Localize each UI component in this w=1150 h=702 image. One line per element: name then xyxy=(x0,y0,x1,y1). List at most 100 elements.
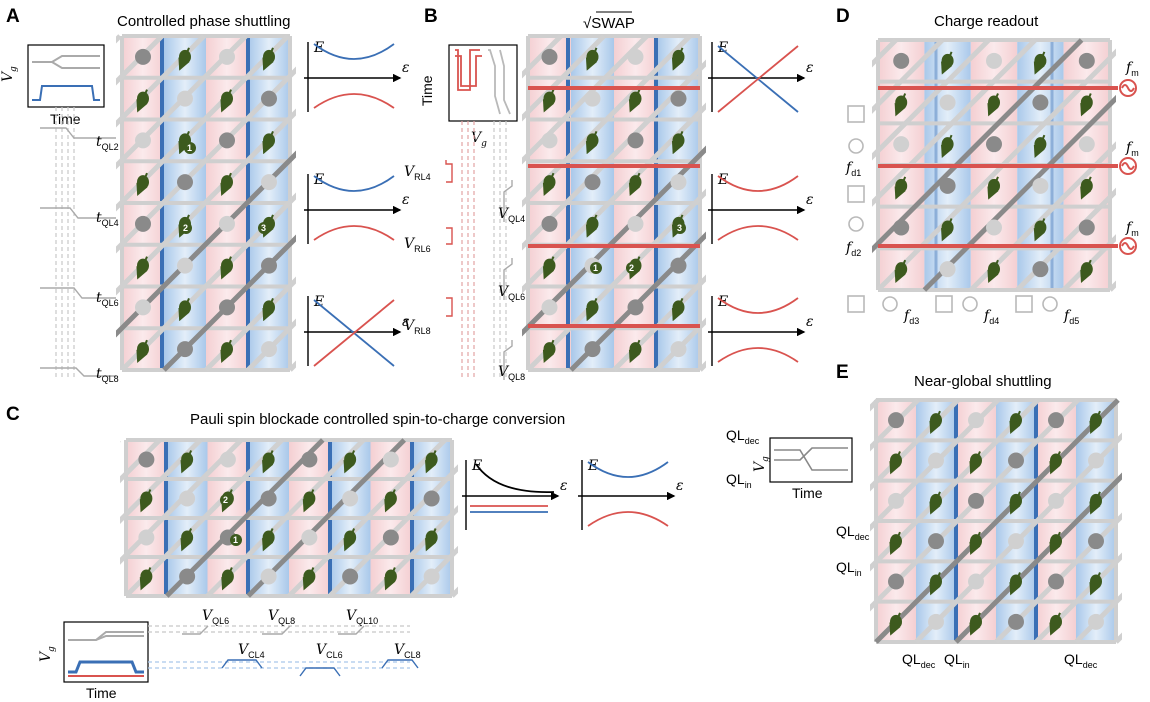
energy-level-curve xyxy=(313,93,395,109)
svg-text:fd5: fd5 xyxy=(1063,308,1079,326)
quantum-dot xyxy=(986,52,1002,69)
quantum-dot xyxy=(219,299,235,316)
quantum-dot xyxy=(138,451,155,468)
lattice-diagonal-gate xyxy=(409,545,458,598)
spin-arrow xyxy=(929,572,941,596)
svg-text:fm: fm xyxy=(1125,140,1139,158)
svg-text:QLin: QLin xyxy=(726,471,752,490)
quantum-dot xyxy=(261,257,277,274)
quantum-dot xyxy=(342,568,359,585)
spin-arrow xyxy=(1049,612,1061,636)
lattice-diagonal-gate xyxy=(164,438,325,598)
energy-axis-label: E xyxy=(313,294,324,310)
panel-a-letter: A xyxy=(6,6,20,27)
energy-axes xyxy=(708,296,804,366)
spin-arrow xyxy=(542,89,555,113)
lattice-diagonal-gate xyxy=(1034,552,1122,644)
svg-text:2: 2 xyxy=(183,223,188,233)
quantum-dot xyxy=(1048,573,1064,590)
lattice-diagonal-gate xyxy=(204,276,296,372)
detuning-axis-label: ε xyxy=(402,192,410,208)
quantum-dot xyxy=(177,257,193,274)
spin-arrow xyxy=(343,450,356,474)
quantum-dot xyxy=(968,412,984,429)
spin-arrow xyxy=(343,528,356,552)
lattice-diagonal-gate xyxy=(120,438,162,484)
svg-text:2: 2 xyxy=(223,495,228,505)
spin-arrow xyxy=(889,451,901,475)
quantum-dot xyxy=(301,529,318,546)
quantum-dot xyxy=(1048,412,1064,429)
lattice-diagonal-gate xyxy=(954,472,1122,644)
lattice-diagonal-gate xyxy=(522,34,692,208)
spin-arrow xyxy=(929,491,941,515)
panel-e-bottom-labels: QLdec QLin QLdec xyxy=(902,651,1098,670)
panel-e-letter: E xyxy=(836,362,849,383)
quantum-dot xyxy=(893,136,910,153)
energy-level-curve xyxy=(313,43,395,60)
spin-arrow xyxy=(1009,410,1021,435)
quantum-dot xyxy=(261,341,277,358)
svg-text:VQL6: VQL6 xyxy=(498,284,525,302)
svg-text:VCL6: VCL6 xyxy=(316,642,343,660)
quantum-dot xyxy=(135,299,151,316)
svg-text:fd1: fd1 xyxy=(845,160,861,178)
energy-level-curve xyxy=(313,225,395,241)
energy-level-curve xyxy=(475,463,555,493)
detuning-axis-label: ε xyxy=(560,478,568,494)
quantum-dot xyxy=(670,257,687,274)
quantum-dot xyxy=(968,573,984,590)
spin-arrow xyxy=(221,567,233,591)
lattice-diagonal-gate xyxy=(872,38,991,161)
spin-arrow xyxy=(1033,218,1046,242)
quantum-dot xyxy=(893,219,910,236)
spin-arrow xyxy=(585,130,598,155)
svg-text:fd2: fd2 xyxy=(845,240,861,258)
svg-text:QLdec: QLdec xyxy=(902,651,936,670)
quantum-dot xyxy=(584,341,601,358)
svg-text:QLdec: QLdec xyxy=(836,523,870,542)
spin-arrow xyxy=(894,259,907,284)
quantum-dot xyxy=(928,452,944,469)
svg-text:3: 3 xyxy=(677,223,682,233)
spin-arrow xyxy=(384,567,396,591)
detuning-axis-label: ε xyxy=(676,478,684,494)
svg-text:fd4: fd4 xyxy=(983,308,999,326)
spin-arrow xyxy=(262,297,274,322)
panel-e-lattice xyxy=(870,398,1122,644)
svg-text:VQL6: VQL6 xyxy=(202,608,229,626)
spin-arrow xyxy=(894,176,907,200)
panel-b: B √SWAP Time Vg VRL4 xyxy=(404,6,814,382)
panel-d-fm-labels: fm fm fm xyxy=(1125,60,1139,238)
panel-b-grey-gate-labels: VQL4 VQL6 VQL8 xyxy=(498,206,525,382)
quantum-dot xyxy=(1032,261,1049,278)
quantum-dot xyxy=(135,48,151,65)
lattice-diagonal-gate xyxy=(116,150,296,338)
spin-arrow xyxy=(1080,93,1092,117)
spin-arrow xyxy=(1049,531,1061,556)
quantum-dot xyxy=(260,490,277,507)
energy-axis-label: E xyxy=(717,40,728,56)
svg-text:1: 1 xyxy=(233,535,238,545)
quantum-dot xyxy=(261,90,277,107)
svg-text:VQL8: VQL8 xyxy=(268,608,295,626)
panel-b-red-gate-labels: VRL4 VRL6 VRL8 xyxy=(404,164,431,336)
lattice-diagonal-gate xyxy=(205,438,366,598)
spin-arrow xyxy=(384,489,396,513)
quantum-dot xyxy=(1088,533,1104,550)
lattice-diagonal-gate xyxy=(120,192,296,372)
panel-b-letter: B xyxy=(424,6,438,27)
spin-arrow xyxy=(1049,451,1061,475)
lattice-diagonal-gate xyxy=(287,438,447,598)
lattice-diagonal-gate xyxy=(994,512,1122,644)
spin-arrow xyxy=(969,612,981,636)
spin-arrow xyxy=(262,130,274,155)
spin-arrow xyxy=(1009,491,1021,515)
spin-arrow xyxy=(929,410,941,435)
lattice-diagonal-gate xyxy=(1074,592,1122,644)
energy-level-curve xyxy=(717,347,799,363)
quantum-dot xyxy=(1032,94,1049,111)
svg-text:QLdec: QLdec xyxy=(1064,651,1098,670)
